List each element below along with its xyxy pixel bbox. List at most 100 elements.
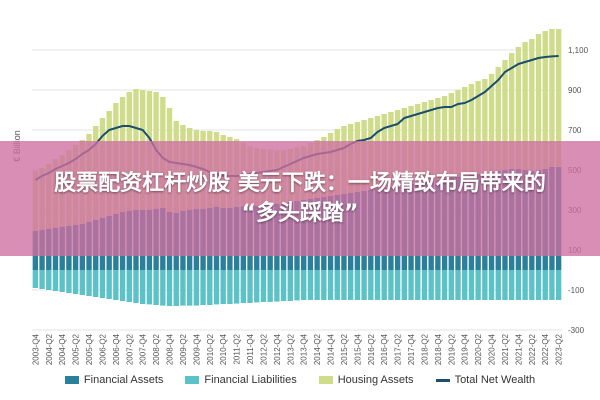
x-tick-label: 2015-Q2 bbox=[340, 333, 349, 365]
x-tick-label: 2020-Q2 bbox=[474, 333, 483, 365]
x-tick-label: 2006-Q2 bbox=[98, 333, 107, 365]
bar-financial-liabilities bbox=[72, 270, 79, 294]
bar-financial-liabilities bbox=[488, 270, 495, 300]
bar-financial-liabilities bbox=[140, 270, 146, 304]
bar-financial-liabilities bbox=[482, 270, 488, 300]
bar-housing-assets bbox=[535, 34, 542, 170]
bar-financial-liabilities bbox=[374, 270, 381, 300]
bar-financial-liabilities bbox=[294, 270, 300, 301]
bar-housing-assets bbox=[495, 67, 501, 171]
legend-label-housing-assets: Housing Assets bbox=[337, 374, 414, 386]
x-tick-label: 2016-Q2 bbox=[367, 333, 376, 365]
x-tick-label: 2012-Q4 bbox=[273, 333, 282, 365]
bar-financial-liabilities bbox=[394, 270, 401, 300]
x-tick-label: 2017-Q4 bbox=[407, 333, 416, 365]
x-tick-label: 2017-Q2 bbox=[394, 333, 403, 365]
bar-financial-liabilities bbox=[448, 270, 454, 300]
y-tick-label: -300 bbox=[568, 326, 585, 335]
bar-financial-liabilities bbox=[126, 270, 132, 302]
x-tick-label: 2015-Q4 bbox=[353, 333, 362, 365]
bar-financial-liabilities bbox=[106, 270, 112, 299]
x-tick-label: 2011-Q2 bbox=[233, 333, 242, 364]
bar-financial-liabilities bbox=[52, 270, 59, 291]
bar-financial-liabilities bbox=[428, 270, 434, 300]
x-tick-label: 2010-Q4 bbox=[219, 333, 228, 365]
x-tick-label: 2013-Q4 bbox=[300, 333, 309, 365]
bar-housing-assets bbox=[468, 84, 475, 175]
bar-housing-assets bbox=[502, 60, 508, 170]
bar-financial-liabilities bbox=[46, 270, 52, 290]
bar-financial-liabilities bbox=[502, 270, 508, 300]
bar-financial-liabilities bbox=[354, 270, 361, 300]
bar-financial-liabilities bbox=[166, 270, 173, 306]
x-tick-label: 2014-Q2 bbox=[313, 333, 322, 365]
bar-financial-liabilities bbox=[435, 270, 441, 300]
x-tick-label: 2023-Q2 bbox=[555, 333, 564, 365]
x-tick-label: 2022-Q4 bbox=[541, 333, 550, 365]
bar-housing-assets bbox=[482, 79, 488, 173]
bar-financial-liabilities bbox=[280, 270, 287, 301]
x-tick-label: 2009-Q2 bbox=[179, 333, 188, 365]
bar-housing-assets bbox=[448, 93, 454, 178]
x-tick-label: 2010-Q2 bbox=[206, 333, 215, 365]
bar-financial-liabilities bbox=[193, 270, 200, 306]
legend-label-total-net-wealth: Total Net Wealth bbox=[454, 374, 536, 386]
x-tick-label: 2019-Q2 bbox=[447, 333, 456, 365]
bar-financial-liabilities bbox=[334, 270, 340, 300]
bar-housing-assets bbox=[529, 39, 535, 171]
bar-financial-liabilities bbox=[119, 270, 126, 301]
bar-financial-liabilities bbox=[213, 270, 220, 305]
bar-financial-liabilities bbox=[227, 270, 233, 304]
bar-housing-assets bbox=[488, 74, 495, 172]
headline-line-1: 股票配资杠杆炒股 美元下跌：一场精致布局带来的 bbox=[54, 170, 546, 196]
x-tick-label: 2013-Q2 bbox=[286, 333, 295, 365]
bar-housing-assets bbox=[555, 29, 562, 167]
bar-financial-liabilities bbox=[260, 270, 267, 302]
x-tick-label: 2021-Q2 bbox=[501, 333, 510, 365]
bar-financial-liabilities bbox=[160, 270, 166, 306]
bar-financial-liabilities bbox=[307, 270, 314, 300]
y-tick-label: 700 bbox=[568, 126, 582, 135]
x-tick-label: 2018-Q4 bbox=[434, 333, 443, 365]
bar-financial-liabilities bbox=[301, 270, 307, 300]
bar-financial-liabilities bbox=[388, 270, 394, 300]
x-tick-label: 2020-Q4 bbox=[488, 333, 497, 365]
x-tick-label: 2008-Q4 bbox=[166, 333, 175, 365]
bar-financial-liabilities bbox=[368, 270, 374, 300]
x-tick-label: 2016-Q4 bbox=[380, 333, 389, 365]
bar-financial-liabilities bbox=[32, 270, 39, 288]
bar-financial-liabilities bbox=[515, 270, 522, 300]
x-tick-label: 2014-Q4 bbox=[327, 333, 336, 365]
x-tick-label: 2005-Q2 bbox=[72, 333, 81, 365]
bar-housing-assets bbox=[462, 87, 468, 176]
y-tick-label: 900 bbox=[568, 86, 582, 95]
bar-financial-liabilities bbox=[361, 270, 367, 300]
bar-financial-liabilities bbox=[468, 270, 475, 300]
bar-financial-liabilities bbox=[555, 270, 562, 300]
bar-financial-liabilities bbox=[321, 270, 327, 300]
y-tick-label: -100 bbox=[568, 286, 585, 295]
x-tick-label: 2007-Q4 bbox=[139, 333, 148, 365]
bar-financial-liabilities bbox=[287, 270, 293, 301]
bar-financial-liabilities bbox=[529, 270, 535, 300]
bar-financial-liabilities bbox=[408, 270, 414, 300]
bar-housing-assets bbox=[428, 100, 434, 181]
legend-label-financial-liabilities: Financial Liabilities bbox=[204, 374, 297, 386]
legend-swatch-total-net-wealth bbox=[435, 378, 450, 382]
legend-item-financial-liabilities: Financial Liabilities bbox=[185, 374, 297, 386]
x-tick-label: 2009-Q4 bbox=[192, 333, 201, 365]
bar-financial-liabilities bbox=[415, 270, 421, 300]
bar-financial-liabilities bbox=[341, 270, 347, 300]
bar-financial-liabilities bbox=[133, 270, 139, 303]
x-tick-label: 2019-Q4 bbox=[461, 333, 470, 365]
x-tick-label: 2022-Q2 bbox=[528, 333, 537, 365]
x-tick-label: 2003-Q4 bbox=[31, 333, 40, 365]
bar-financial-liabilities bbox=[495, 270, 501, 300]
x-tick-label: 2018-Q2 bbox=[420, 333, 429, 365]
bar-financial-liabilities bbox=[86, 270, 92, 296]
bar-housing-assets bbox=[435, 98, 441, 180]
bar-financial-liabilities bbox=[220, 270, 226, 304]
bar-financial-liabilities bbox=[475, 270, 481, 300]
x-tick-label: 2008-Q2 bbox=[152, 333, 161, 365]
bar-financial-liabilities bbox=[421, 270, 428, 300]
